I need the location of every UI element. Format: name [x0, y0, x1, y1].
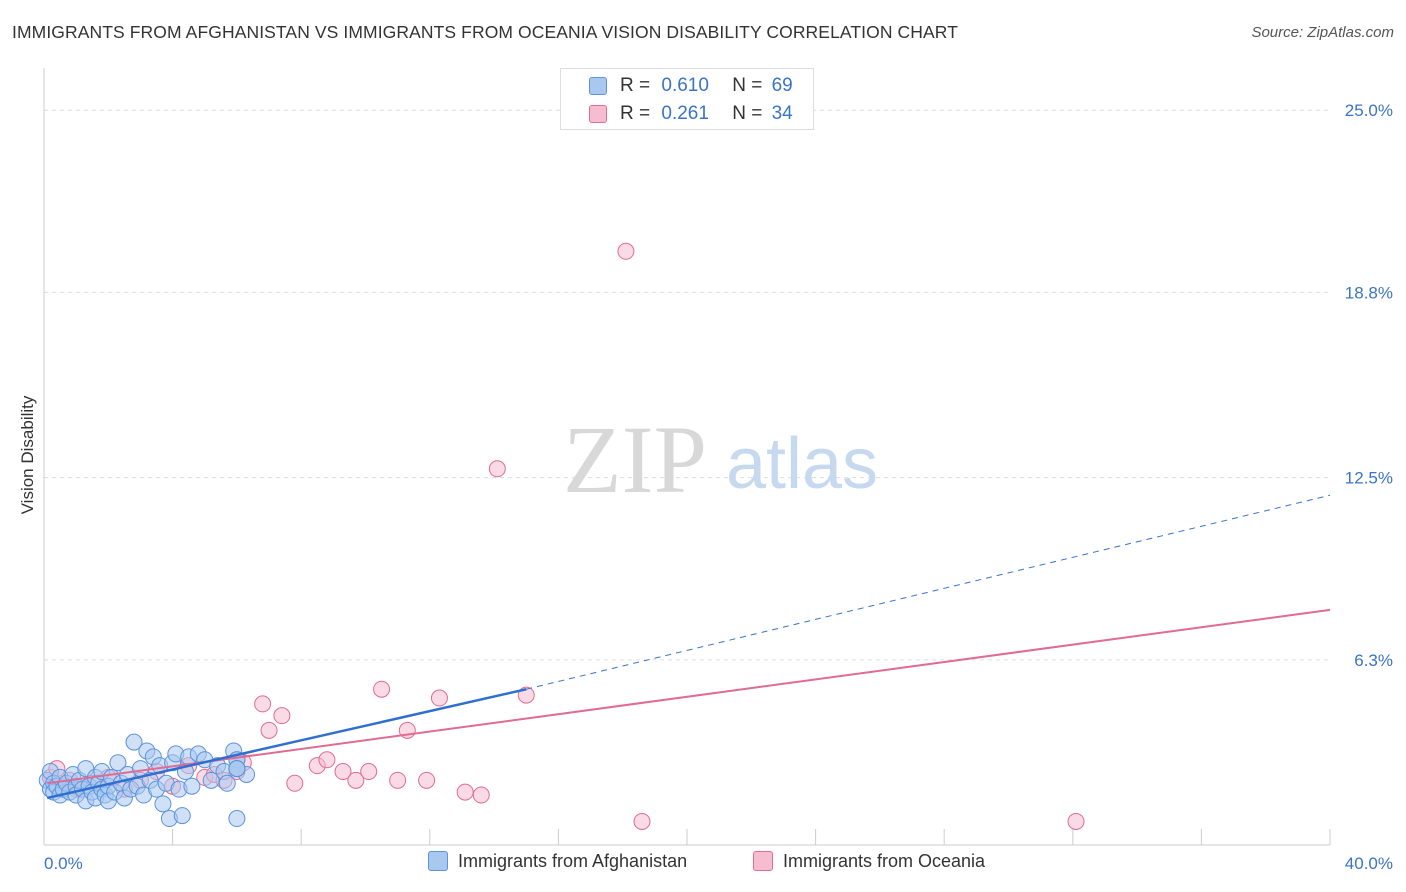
series-label-oceania: Immigrants from Oceania	[783, 851, 986, 871]
point-oceania	[273, 707, 291, 725]
point-oceania	[347, 771, 365, 789]
point-afghanistan	[183, 777, 201, 795]
source-credit: Source: ZipAtlas.com	[1251, 24, 1394, 41]
series-swatch-oceania	[753, 851, 773, 871]
chart-title: IMMIGRANTS FROM AFGHANISTAN VS IMMIGRANT…	[12, 22, 959, 42]
point-oceania	[617, 242, 635, 260]
point-oceania	[360, 763, 378, 781]
point-oceania	[456, 783, 474, 801]
point-afghanistan	[202, 771, 220, 789]
point-oceania	[430, 689, 448, 707]
point-oceania	[254, 695, 272, 713]
point-oceania	[286, 774, 304, 792]
point-afghanistan	[109, 754, 127, 772]
point-afghanistan	[154, 795, 172, 813]
legend-r-value: 0.610	[661, 75, 709, 96]
point-oceania	[318, 751, 336, 769]
point-oceania	[633, 812, 651, 830]
legend-n-label: N =	[732, 75, 763, 96]
trend-lines	[46, 494, 1331, 800]
series-swatch-afghanistan	[428, 851, 448, 871]
series-label-afghanistan: Immigrants from Afghanistan	[458, 851, 688, 871]
point-oceania	[260, 721, 278, 739]
watermark-atlas: atlas	[726, 424, 878, 504]
data-points	[38, 242, 1085, 830]
trend-line-oceania	[47, 608, 1331, 785]
x-tick-label: 40.0%	[1345, 854, 1393, 873]
point-oceania	[334, 763, 352, 781]
point-afghanistan	[218, 774, 236, 792]
legend-n-value: 34	[771, 103, 793, 124]
y-tick-label: 25.0%	[1345, 101, 1393, 120]
point-oceania	[389, 771, 407, 789]
trend-line-afghanistan	[46, 688, 527, 800]
x-tick-label: 0.0%	[44, 854, 83, 873]
correlation-legend: R = 0.610 N = 69 R = 0.261 N = 34	[560, 68, 814, 130]
point-afghanistan	[228, 810, 246, 828]
y-tick-label: 18.8%	[1345, 283, 1393, 302]
y-tick-label: 6.3%	[1354, 651, 1393, 670]
point-afghanistan	[228, 760, 246, 778]
trend-line-afghanistan-extension	[526, 494, 1331, 690]
legend-r-label: R =	[620, 103, 651, 124]
axes	[43, 68, 1331, 846]
legend-r-label: R =	[620, 75, 651, 96]
x-tick-labels: 0.0% 40.0%	[44, 854, 1393, 873]
legend-n-label: N =	[732, 103, 763, 124]
point-oceania	[1067, 812, 1085, 830]
legend-swatch-oceania	[589, 105, 607, 123]
series-legend-oceania: Immigrants from Oceania	[753, 851, 985, 872]
legend-r-value: 0.261	[661, 103, 709, 124]
point-oceania	[418, 771, 436, 789]
watermark-zip: ZIP	[563, 406, 707, 513]
point-oceania	[373, 680, 391, 698]
y-tick-labels: 6.3% 12.5% 18.8% 25.0%	[1345, 101, 1393, 670]
point-afghanistan	[173, 807, 191, 825]
point-oceania	[488, 460, 506, 478]
series-legend-afghanistan: Immigrants from Afghanistan	[428, 851, 687, 872]
legend-swatch-afghanistan	[589, 77, 607, 95]
point-oceania	[472, 786, 490, 804]
y-tick-label: 12.5%	[1345, 469, 1393, 488]
legend-n-value: 69	[771, 75, 793, 96]
point-afghanistan	[125, 733, 143, 751]
grid-lines	[44, 109, 1330, 661]
